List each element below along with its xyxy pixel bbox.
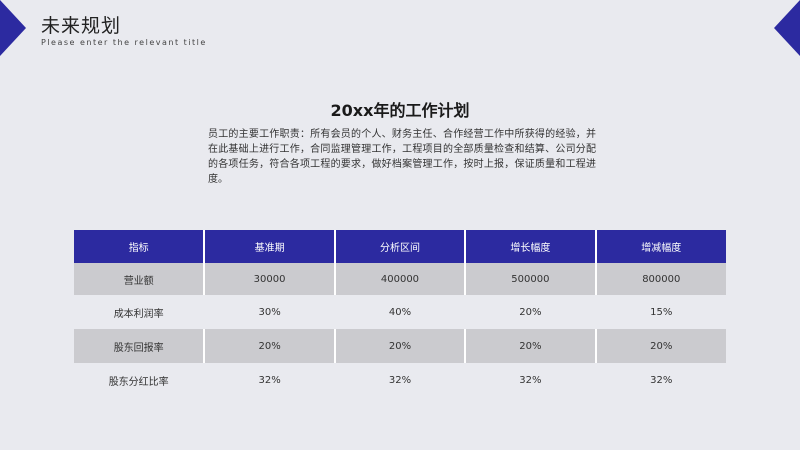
table-row: 股东分红比率 32% 32% 32% 32% bbox=[74, 363, 726, 397]
table-cell: 20% bbox=[204, 329, 336, 363]
table-row: 成本利润率 30% 40% 20% 15% bbox=[74, 295, 726, 329]
column-header: 增减幅度 bbox=[595, 230, 726, 263]
table-cell: 32% bbox=[519, 374, 542, 386]
section-description: 员工的主要工作职责：所有会员的个人、财务主任、合作经营工作中所获得的经验，并在此… bbox=[208, 129, 596, 185]
table-row: 股东回报率 20% 20% 20% 20% bbox=[74, 329, 726, 363]
page-title: 未来规划 bbox=[41, 15, 122, 37]
table-cell: 30000 bbox=[204, 263, 336, 295]
corner-left-decoration-icon bbox=[0, 0, 26, 56]
table-cell: 20% bbox=[334, 329, 467, 363]
section-title: 20xx年的工作计划 bbox=[330, 101, 470, 120]
table-row: 营业额 30000 400000 500000 800000 bbox=[74, 263, 726, 295]
table-cell: 40% bbox=[388, 306, 412, 318]
table-cell: 股东回报率 bbox=[74, 329, 206, 363]
table-cell: 15% bbox=[650, 306, 673, 318]
column-header: 增长幅度 bbox=[465, 230, 597, 263]
table-cell: 成本利润率 bbox=[113, 308, 164, 320]
column-header: 分析区间 bbox=[334, 230, 467, 263]
table-cell: 500000 bbox=[465, 263, 597, 295]
table-cell: 32% bbox=[388, 374, 412, 386]
table-cell: 20% bbox=[595, 329, 726, 363]
table-cell: 股东分红比率 bbox=[108, 376, 169, 388]
table-cell: 20% bbox=[519, 306, 542, 318]
page-subtitle: Please enter the relevant title bbox=[41, 38, 207, 47]
column-header: 基准期 bbox=[204, 230, 336, 263]
table-cell: 32% bbox=[650, 374, 673, 386]
table-cell: 20% bbox=[465, 329, 597, 363]
column-header: 指标 bbox=[74, 230, 206, 263]
table-cell: 30% bbox=[258, 306, 281, 318]
table-cell: 400000 bbox=[334, 263, 467, 295]
corner-right-decoration-icon bbox=[774, 0, 800, 56]
table-header-row: 指标 基准期 分析区间 增长幅度 增减幅度 bbox=[74, 230, 726, 263]
plan-table: 指标 基准期 分析区间 增长幅度 增减幅度 营业额 30000 400000 5… bbox=[74, 230, 726, 397]
table-cell: 800000 bbox=[595, 263, 726, 295]
table-cell: 营业额 bbox=[74, 263, 206, 295]
table-cell: 32% bbox=[258, 374, 281, 386]
